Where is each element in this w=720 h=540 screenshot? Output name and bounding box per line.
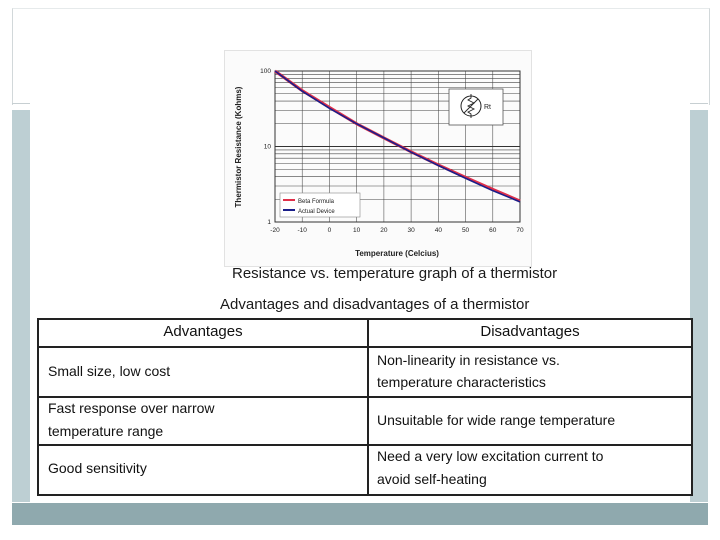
x-tick-label-1: -10 (298, 227, 308, 234)
slide-frame-top (12, 8, 710, 105)
table-header-rule (39, 346, 691, 348)
x-tick-label-6: 40 (435, 227, 443, 234)
thermistor-chart-image: -20 -10 0 10 20 30 40 50 60 70 1 10 100 Temperature … (224, 50, 532, 267)
x-tick-label-3: 10 (353, 227, 361, 234)
x-tick-label-8: 60 (489, 227, 497, 234)
series-line-1 (274, 70, 521, 203)
thermistor-slash-icon (463, 98, 479, 114)
table-row-rule-2 (39, 444, 691, 446)
disadvantage-3-line-1: Need a very low excitation current to (377, 448, 604, 464)
x-axis-label: Temperature (Celcius) (355, 249, 439, 258)
slide-side-bar-left (12, 110, 30, 502)
thermistor-resistor-icon (466, 94, 476, 118)
thermistor-symbol-inset: Rt (448, 88, 504, 126)
x-tick-label-4: 20 (380, 227, 388, 234)
table-column-divider (367, 320, 369, 494)
x-tick-label-0: -20 (270, 227, 280, 234)
chart-series (274, 69, 521, 203)
x-tick-label-5: 30 (407, 227, 415, 234)
advantage-2-line-1: Fast response over narrow (48, 400, 215, 416)
slide-side-bar-right (690, 110, 708, 502)
slide-frame-rule-right (690, 103, 708, 104)
disadvantage-1-line-1: Non-linearity in resistance vs. (377, 352, 560, 368)
x-tick-label-9: 70 (516, 227, 524, 234)
disadvantage-3-line-2: avoid self-heating (377, 471, 487, 487)
y-axis-label: Thermistor Resistance (Kohms) (234, 86, 243, 207)
table-row-rule-1 (39, 396, 691, 398)
header-disadvantages: Disadvantages (480, 323, 580, 340)
disadvantage-2-line-1: Unsuitable for wide range temperature (377, 412, 616, 428)
disadvantage-1-line-2: temperature characteristics (377, 374, 546, 390)
comparison-table: Advantages Disadvantages Small size, low… (37, 318, 693, 496)
legend-label-beta: Beta Formula (298, 199, 335, 205)
y-tick-label-2: 100 (260, 68, 271, 75)
thermistor-chart: -20 -10 0 10 20 30 40 50 60 70 1 10 100 Temperature … (234, 68, 524, 258)
advantage-3-line-1: Good sensitivity (48, 460, 147, 476)
inset-box (448, 88, 504, 126)
chart-caption: Resistance vs. temperature graph of a th… (232, 265, 558, 282)
chart-ticks: -20 -10 0 10 20 30 40 50 60 70 1 10 100 (260, 68, 524, 234)
y-tick-label-0: 1 (267, 219, 271, 226)
advantage-2-line-2: temperature range (48, 423, 164, 439)
chart-legend: Beta Formula Actual Device (279, 192, 361, 218)
y-tick-label-1: 10 (264, 144, 272, 151)
header-advantages: Advantages (163, 323, 243, 340)
legend-box (279, 192, 361, 218)
table-title: Advantages and disadvantages of a thermi… (220, 296, 530, 313)
advantage-1-line-1: Small size, low cost (48, 363, 171, 379)
slide-frame-rule-left (12, 103, 30, 104)
slide-bottom-bar (12, 503, 708, 525)
inset-label: Rt (484, 104, 491, 111)
x-tick-label-2: 0 (328, 227, 332, 234)
legend-label-actual: Actual Device (298, 209, 335, 215)
plot-area-border (274, 70, 521, 223)
x-tick-label-7: 50 (462, 227, 470, 234)
